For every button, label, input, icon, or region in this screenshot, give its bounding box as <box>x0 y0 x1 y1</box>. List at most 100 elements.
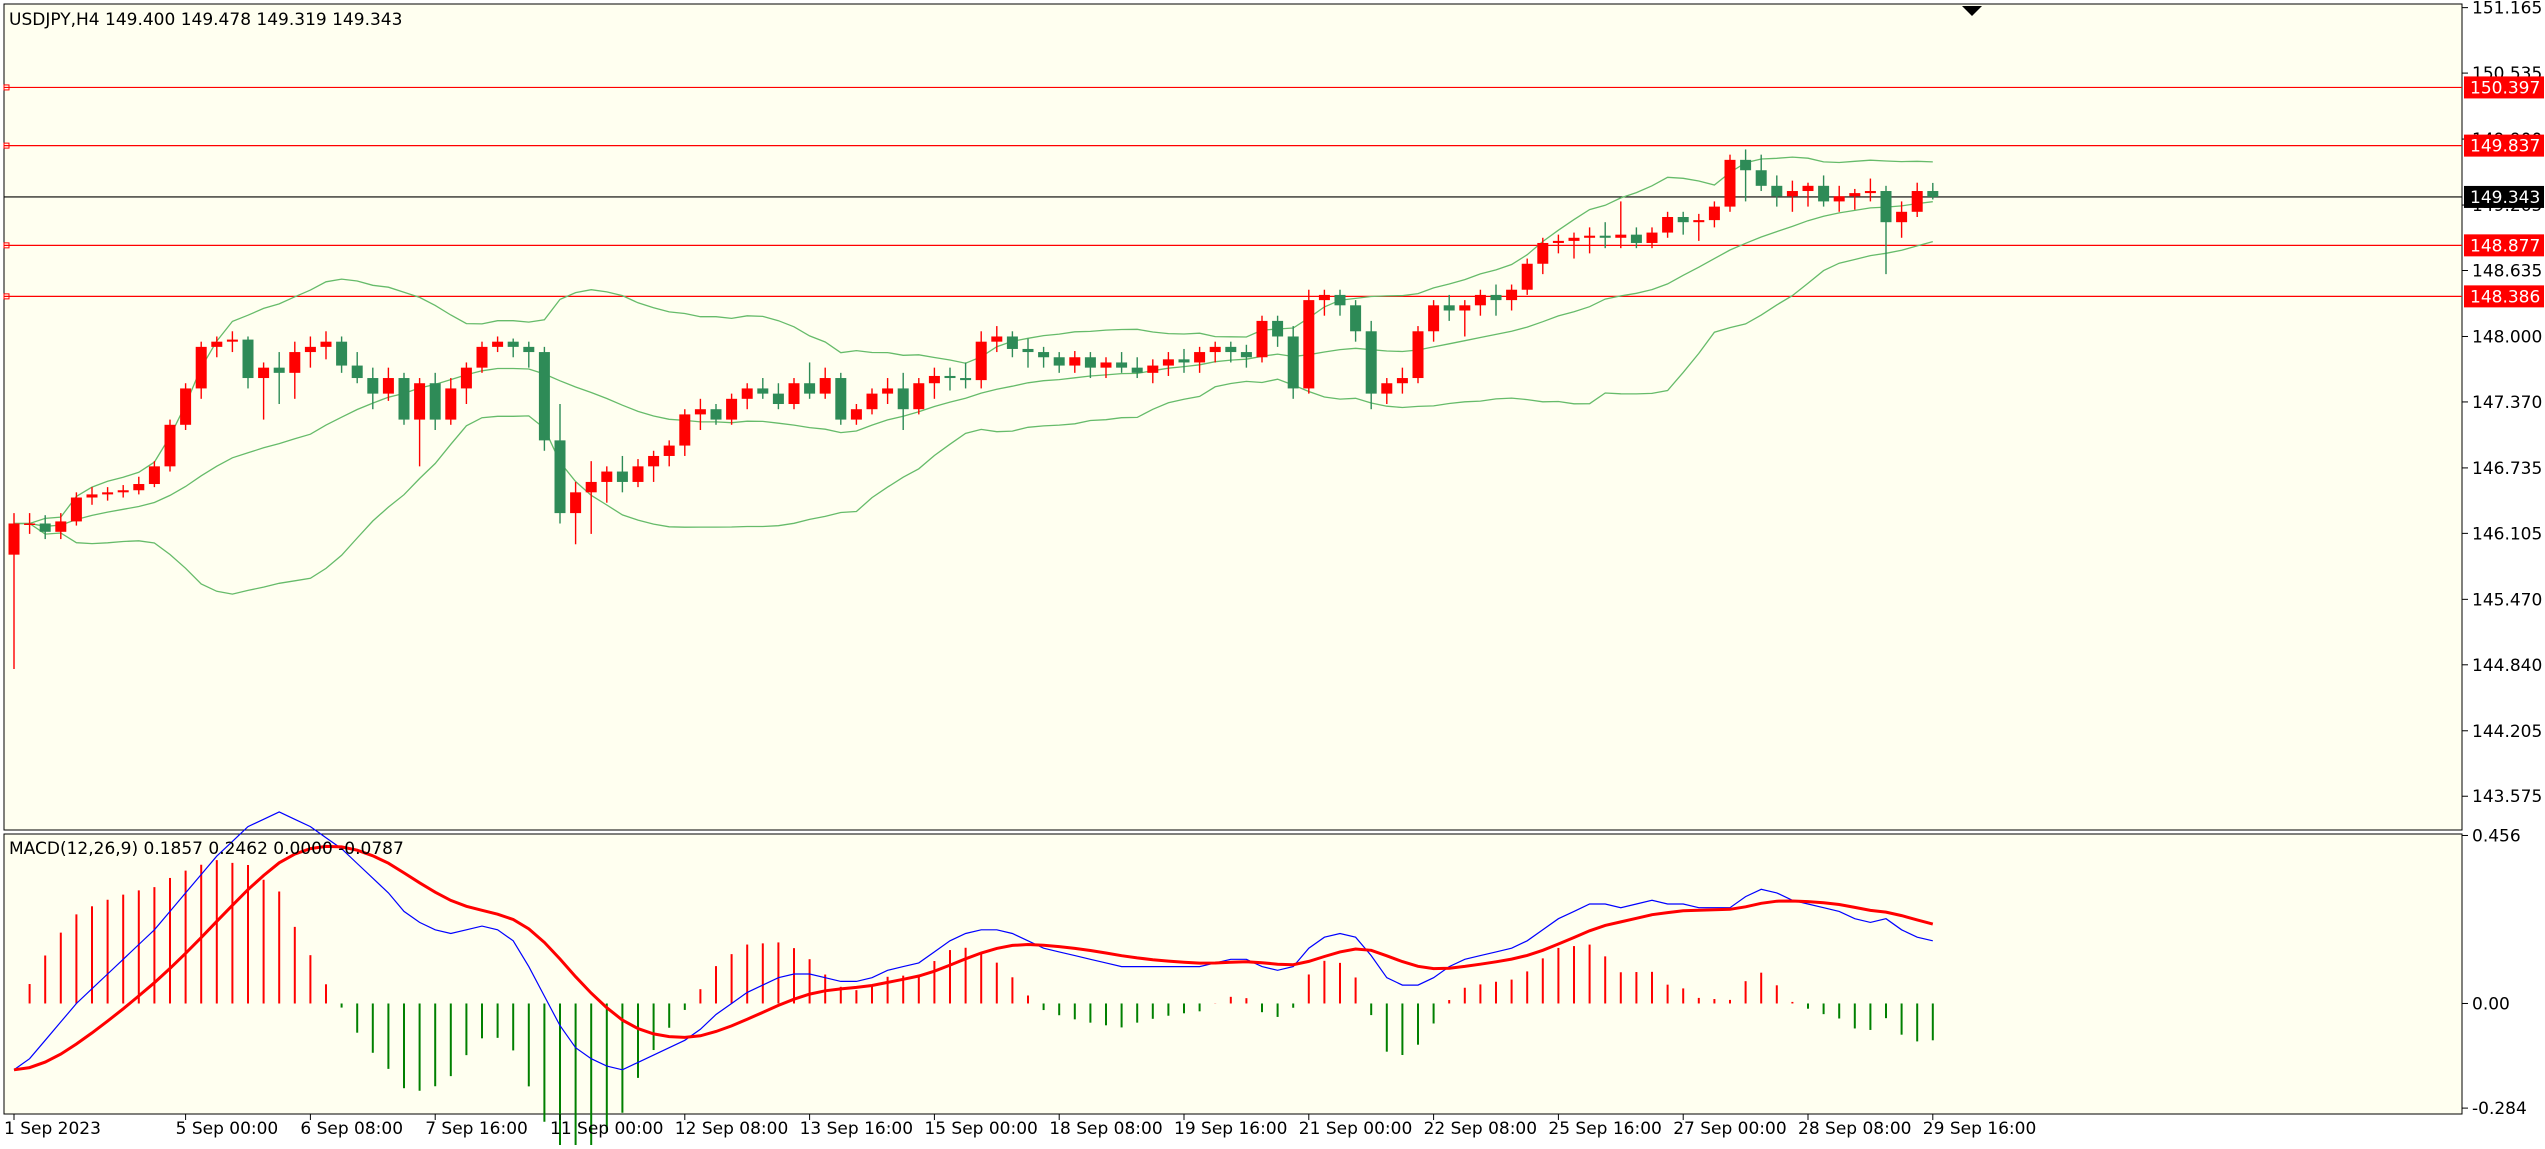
line-anchor[interactable] <box>3 142 10 149</box>
candle <box>757 378 769 399</box>
candle <box>211 336 223 358</box>
candle <box>1755 154 1767 192</box>
time-tick-label: 13 Sep 16:00 <box>800 1119 913 1139</box>
candle <box>1381 378 1393 405</box>
candle <box>1677 211 1689 235</box>
candle-body <box>1334 294 1346 306</box>
candle <box>1006 331 1018 358</box>
candle <box>726 393 738 425</box>
time-tick-label: 21 Sep 00:00 <box>1299 1119 1412 1139</box>
candle <box>445 378 457 425</box>
candle-body <box>382 378 394 394</box>
candle <box>1771 175 1783 207</box>
candle <box>226 331 238 353</box>
candle <box>1521 258 1533 295</box>
candle-body <box>55 521 67 532</box>
candle <box>1630 227 1642 249</box>
time-axis: 1 Sep 2023 5 Sep 00:00 6 Sep 08:00 7 Sep 16… <box>4 1114 2036 1139</box>
line-anchor[interactable] <box>3 242 10 249</box>
main-chart-area[interactable] <box>3 3 2463 831</box>
candle <box>273 352 285 405</box>
candle <box>1272 315 1284 347</box>
candle <box>710 404 722 425</box>
candle <box>102 487 114 501</box>
candle <box>1318 289 1330 316</box>
candle <box>304 336 316 368</box>
candle-body <box>492 341 504 347</box>
candle-body <box>1006 336 1018 349</box>
macd-panel-area[interactable] <box>3 833 2463 1115</box>
candle <box>991 326 1003 353</box>
candle <box>741 383 753 410</box>
macd-axis: 0.456 0.00 -0.284 <box>2462 826 2527 1119</box>
candle-body <box>1771 185 1783 197</box>
candle <box>1818 175 1830 207</box>
candle-body <box>1818 185 1830 202</box>
time-tick-label: 29 Sep 16:00 <box>1923 1119 2036 1139</box>
price-line-label-box <box>2464 285 2544 308</box>
candle-body <box>1194 352 1206 363</box>
candle-body <box>1599 235 1611 238</box>
line-anchor[interactable] <box>3 293 10 300</box>
candle-body <box>1584 235 1596 238</box>
candle-body <box>70 497 82 522</box>
candle-body <box>1100 362 1112 368</box>
candle <box>1786 180 1798 212</box>
candle <box>398 372 410 425</box>
candle-body <box>632 466 644 482</box>
candle-body <box>1428 305 1440 332</box>
candle <box>1802 182 1814 207</box>
bollinger-lower-band <box>14 240 1933 595</box>
candle <box>694 398 706 430</box>
candle <box>1568 232 1580 259</box>
candle-body <box>1303 300 1315 389</box>
candle-body <box>1490 294 1502 301</box>
line-anchor[interactable] <box>3 84 10 91</box>
candle <box>1069 351 1081 373</box>
candle-body <box>585 481 597 493</box>
candle-body <box>1880 191 1892 223</box>
candle-body <box>8 523 20 555</box>
candle <box>1116 352 1128 373</box>
candle <box>1474 289 1486 316</box>
time-tick-label: 15 Sep 00:00 <box>924 1119 1037 1139</box>
candle-body <box>757 388 769 394</box>
candle <box>414 378 426 467</box>
candle-body <box>1927 191 1939 197</box>
candle-body <box>1677 216 1689 223</box>
candle <box>1131 357 1143 379</box>
candle-body <box>336 341 348 366</box>
candle-body <box>523 346 535 353</box>
candle <box>382 367 394 401</box>
candle-body <box>1131 367 1143 373</box>
price-line-labels: 150.397 149.837 149.343 148.877 148.386 <box>2464 76 2544 308</box>
candle-body <box>1708 206 1720 221</box>
candle-body <box>897 388 909 410</box>
candle-body <box>741 388 753 399</box>
price-tick-label: 148.000 <box>2472 327 2542 347</box>
candle-body <box>1802 185 1814 192</box>
candle-body <box>648 455 660 467</box>
candle-body <box>1443 305 1455 311</box>
candle-body <box>39 523 51 532</box>
price-line-label-box <box>2464 234 2544 257</box>
time-tick-label: 6 Sep 08:00 <box>300 1119 403 1139</box>
candle <box>1506 284 1518 311</box>
price-tick-label: 145.470 <box>2472 590 2542 610</box>
candle-body <box>507 341 519 347</box>
candle-body <box>991 336 1003 342</box>
candle-body <box>694 409 706 415</box>
candle <box>8 513 20 669</box>
candle-body <box>414 383 426 420</box>
candle-body <box>1084 357 1096 368</box>
candle <box>1038 346 1050 368</box>
chart-shift-marker-icon[interactable] <box>1962 6 1982 16</box>
candle <box>1864 178 1876 202</box>
candle-body <box>102 492 114 495</box>
candle-body <box>195 346 207 389</box>
candle <box>819 367 831 399</box>
candle <box>1178 348 1190 373</box>
candle <box>133 476 145 495</box>
candle <box>1225 341 1237 363</box>
